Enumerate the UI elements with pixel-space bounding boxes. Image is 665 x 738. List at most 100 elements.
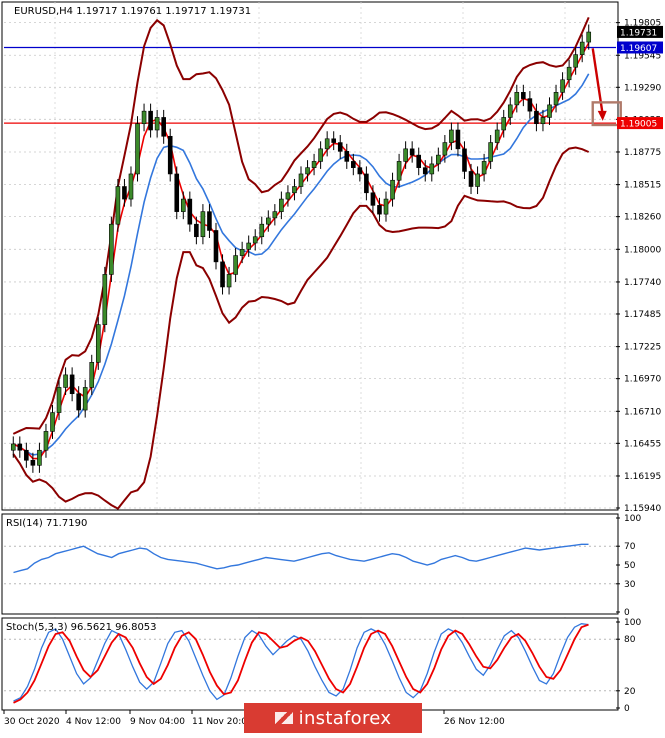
candle-body bbox=[279, 198, 284, 212]
candle-body bbox=[494, 129, 500, 143]
candle-body bbox=[462, 148, 467, 172]
rsi-axis: 100 70 50 30 0 bbox=[616, 514, 641, 618]
price-tick-label: 1.16970 bbox=[624, 375, 661, 385]
candle-body bbox=[174, 173, 180, 212]
rsi-line bbox=[13, 543, 589, 574]
candle-body bbox=[213, 230, 219, 263]
candle-body bbox=[115, 186, 121, 225]
rsi-pane-frame bbox=[1, 513, 619, 615]
price-tick-label: 1.17485 bbox=[624, 310, 661, 320]
price-tick-label: 1.19545 bbox=[624, 51, 661, 61]
candle-body bbox=[403, 148, 408, 162]
candle-body bbox=[141, 110, 147, 125]
price-tick-label: 1.18260 bbox=[624, 213, 661, 223]
price-tick-label: 1.19805 bbox=[624, 19, 661, 29]
time-tick-label: 9 Nov 04:00 bbox=[130, 717, 185, 727]
candle-body bbox=[449, 129, 454, 143]
candle-body bbox=[521, 92, 526, 99]
candle-body bbox=[442, 142, 448, 156]
candle-body bbox=[455, 129, 461, 150]
rsi-series bbox=[13, 543, 589, 574]
candle-body bbox=[540, 117, 546, 125]
stoch-series-main bbox=[13, 623, 589, 702]
candle-body bbox=[50, 412, 55, 432]
rsi-grid bbox=[4, 545, 616, 585]
candle-body bbox=[128, 173, 134, 200]
candle-body bbox=[383, 198, 389, 215]
stoch-axis: 100 80 20 0 bbox=[616, 618, 641, 714]
stoch-title: Stoch(5,3,3) 96.5621 96.8053 bbox=[6, 622, 157, 633]
candle-body bbox=[76, 393, 81, 411]
horizontal-levels bbox=[4, 46, 616, 124]
candle-body bbox=[69, 374, 75, 395]
candle-body bbox=[390, 179, 395, 200]
brand-banner: instaforex bbox=[244, 703, 422, 733]
candle-body bbox=[468, 171, 474, 187]
candle-body bbox=[573, 54, 578, 68]
candle-body bbox=[370, 192, 376, 206]
candle-body bbox=[95, 324, 101, 363]
price-tick-label: 1.16195 bbox=[624, 472, 661, 482]
candle-body bbox=[547, 104, 552, 118]
candle-body bbox=[488, 142, 493, 162]
candle-body bbox=[344, 151, 350, 162]
stoch-lines bbox=[13, 623, 589, 704]
price-tick-label: 1.18000 bbox=[624, 245, 661, 255]
candle-body bbox=[239, 249, 245, 256]
candle-body bbox=[122, 186, 127, 200]
candle-body bbox=[102, 274, 108, 325]
candle-body bbox=[24, 449, 29, 461]
indicator-tick-label: 0 bbox=[624, 704, 630, 714]
candle-body bbox=[357, 167, 363, 175]
candle-body bbox=[233, 255, 238, 275]
rsi-title: RSI(14) 71.7190 bbox=[6, 518, 87, 529]
candle-body bbox=[266, 217, 271, 225]
candle-body bbox=[10, 443, 16, 451]
candle-body bbox=[566, 66, 572, 81]
candle-body bbox=[17, 443, 23, 451]
price-level-label: 1.19005 bbox=[620, 120, 657, 130]
candle-body bbox=[364, 173, 369, 194]
candle-body bbox=[324, 138, 330, 150]
candle-body bbox=[30, 459, 36, 466]
bollinger-lower bbox=[12, 146, 590, 510]
candle-body bbox=[161, 117, 166, 137]
candle-body bbox=[180, 198, 186, 212]
candle-body bbox=[194, 223, 199, 238]
candle-body bbox=[187, 198, 193, 225]
candle-body bbox=[429, 163, 435, 175]
candle-body bbox=[63, 374, 68, 388]
candles bbox=[10, 24, 592, 473]
candle-body bbox=[252, 236, 258, 244]
candle-body bbox=[501, 117, 507, 131]
price-level-label: 1.19607 bbox=[620, 44, 657, 54]
price-axis: 1.198051.195451.192901.190351.187751.185… bbox=[616, 19, 661, 514]
candle-body bbox=[507, 104, 513, 118]
candle-body bbox=[311, 161, 317, 168]
candle-body bbox=[109, 223, 114, 275]
candle-body bbox=[259, 223, 265, 238]
candle-body bbox=[43, 431, 49, 451]
time-tick-label: 26 Nov 12:00 bbox=[444, 717, 505, 727]
candle-body bbox=[318, 148, 323, 162]
candle-body bbox=[135, 123, 140, 175]
candle-body bbox=[298, 173, 304, 187]
indicator-tick-label: 30 bbox=[624, 580, 636, 590]
stoch-grid bbox=[4, 638, 616, 692]
candle-body bbox=[56, 387, 62, 413]
current-price-tag bbox=[617, 25, 663, 38]
candle-body bbox=[534, 110, 539, 125]
candle-body bbox=[226, 274, 232, 288]
indicator-tick-label: 100 bbox=[624, 618, 641, 628]
price-tick-label: 1.18515 bbox=[624, 181, 661, 191]
candle-body bbox=[200, 211, 206, 238]
candle-body bbox=[436, 154, 441, 165]
forecast-arrow bbox=[591, 48, 604, 116]
indicator-tick-label: 0 bbox=[624, 608, 630, 618]
candle-body bbox=[377, 205, 382, 215]
price-level-tag bbox=[617, 41, 663, 54]
candle-body bbox=[396, 161, 402, 181]
brand-name: instaforex bbox=[298, 707, 392, 729]
forecast-arrow-head bbox=[597, 110, 607, 121]
chart-title: EURUSD,H4 1.19717 1.19761 1.19717 1.1973… bbox=[14, 6, 251, 17]
